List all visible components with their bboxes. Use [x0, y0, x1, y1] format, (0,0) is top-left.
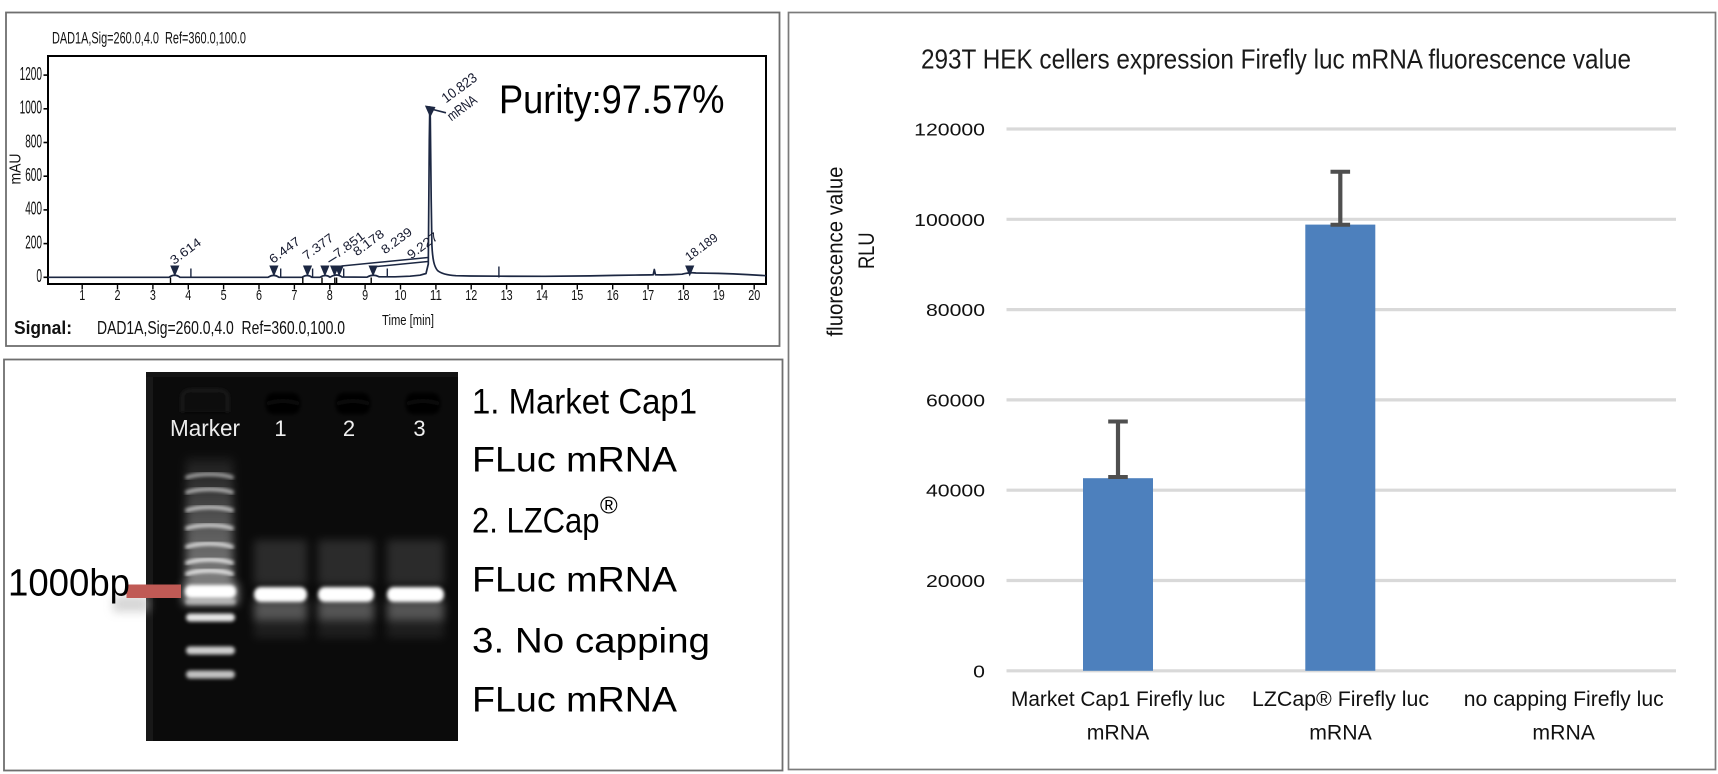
svg-text:100000: 100000 — [914, 210, 985, 230]
svg-text:1000: 1000 — [20, 98, 42, 118]
svg-text:2: 2 — [115, 287, 121, 304]
svg-text:20: 20 — [748, 287, 760, 304]
svg-text:14: 14 — [536, 287, 548, 304]
svg-text:Market Cap1 Firefly luc: Market Cap1 Firefly luc — [1011, 688, 1225, 711]
svg-text:120000: 120000 — [914, 120, 985, 140]
svg-text:no capping Firefly luc: no capping Firefly luc — [1464, 688, 1664, 711]
svg-text:3: 3 — [413, 416, 425, 441]
svg-text:6: 6 — [256, 287, 262, 304]
svg-text:Signal:: Signal: — [14, 318, 72, 338]
svg-text:2: 2 — [343, 416, 355, 441]
svg-text:17: 17 — [642, 287, 654, 304]
svg-text:8: 8 — [327, 287, 333, 304]
svg-text:10: 10 — [395, 287, 407, 304]
svg-text:60000: 60000 — [926, 390, 985, 410]
svg-text:20000: 20000 — [926, 571, 985, 591]
svg-text:mAU: mAU — [8, 154, 25, 185]
svg-text:200: 200 — [25, 232, 42, 252]
svg-text:LZCap® Firefly luc: LZCap® Firefly luc — [1252, 688, 1429, 711]
svg-text:15: 15 — [571, 287, 583, 304]
svg-text:0: 0 — [36, 266, 42, 286]
svg-text:293T HEK cellers expression Fi: 293T HEK cellers expression Firefly luc … — [921, 44, 1631, 75]
svg-text:1200: 1200 — [20, 64, 42, 84]
svg-text:18: 18 — [678, 287, 690, 304]
svg-text:DAD1A,Sig=260.0,4.0 Ref=360.0: DAD1A,Sig=260.0,4.0 Ref=360.0,100.0 — [97, 318, 345, 338]
svg-text:®: ® — [600, 493, 618, 520]
svg-text:600: 600 — [25, 165, 42, 185]
svg-text:Time [min]: Time [min] — [382, 312, 434, 329]
svg-text:9: 9 — [362, 287, 368, 304]
svg-text:1000bp: 1000bp — [8, 563, 130, 605]
svg-text:3. No capping: 3. No capping — [472, 622, 710, 661]
svg-text:mRNA: mRNA — [1309, 722, 1372, 745]
svg-text:FLuc mRNA: FLuc mRNA — [472, 441, 678, 480]
svg-text:2. LZCap: 2. LZCap — [472, 502, 600, 541]
svg-text:16: 16 — [607, 287, 619, 304]
svg-text:FLuc mRNA: FLuc mRNA — [472, 561, 678, 600]
svg-text:7: 7 — [291, 287, 297, 304]
svg-text:0: 0 — [973, 661, 985, 681]
svg-text:11: 11 — [430, 287, 442, 304]
svg-text:4: 4 — [185, 287, 191, 304]
svg-text:800: 800 — [25, 131, 42, 151]
svg-text:mRNA: mRNA — [1532, 722, 1595, 745]
svg-text:Marker: Marker — [170, 415, 240, 441]
svg-text:mRNA: mRNA — [1087, 722, 1150, 745]
svg-text:12: 12 — [465, 287, 477, 304]
svg-text:13: 13 — [501, 287, 513, 304]
svg-text:400: 400 — [25, 199, 42, 219]
svg-text:1: 1 — [79, 287, 85, 304]
svg-text:19: 19 — [713, 287, 725, 304]
svg-text:1: 1 — [274, 416, 286, 441]
svg-text:FLuc mRNA: FLuc mRNA — [472, 681, 678, 720]
svg-text:3: 3 — [150, 287, 156, 304]
svg-text:RLU: RLU — [854, 233, 879, 270]
svg-text:Purity:97.57%: Purity:97.57% — [499, 78, 725, 122]
svg-text:40000: 40000 — [926, 481, 985, 501]
svg-text:80000: 80000 — [926, 300, 985, 320]
svg-text:5: 5 — [221, 287, 227, 304]
svg-text:fluorescence value: fluorescence value — [823, 167, 848, 337]
svg-text:DAD1A,Sig=260.0,4.0 Ref=360.0: DAD1A,Sig=260.0,4.0 Ref=360.0,100.0 — [52, 29, 246, 48]
svg-text:1. Market Cap1: 1. Market Cap1 — [472, 383, 697, 422]
